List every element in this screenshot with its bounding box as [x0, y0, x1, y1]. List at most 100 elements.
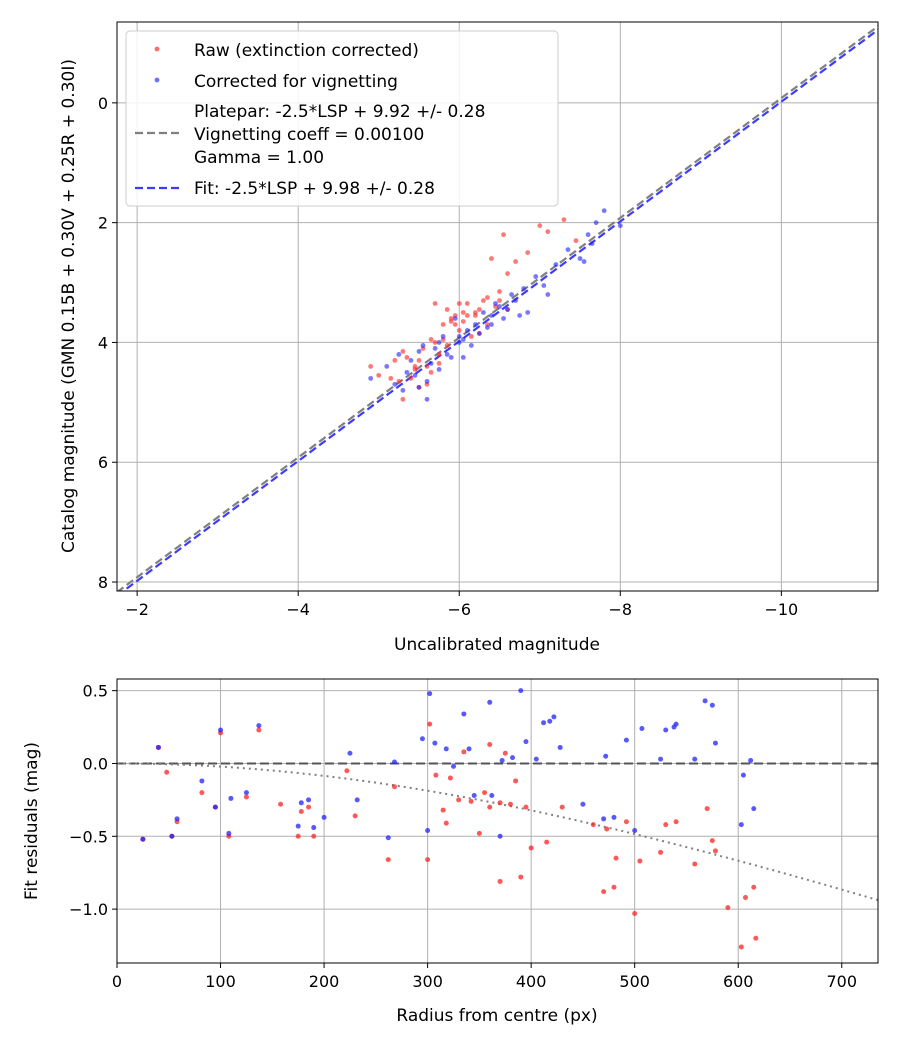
corrected-residual-point — [639, 726, 645, 732]
corrected-point — [485, 325, 490, 330]
vignetting-curve — [117, 762, 878, 902]
corrected-point — [384, 363, 390, 369]
corrected-residual-point — [601, 816, 607, 822]
corrected-point — [505, 307, 510, 312]
corrected-point — [404, 369, 410, 375]
corrected-point — [456, 340, 462, 345]
raw-residual-point — [199, 790, 205, 796]
top-legend: Raw (extinction corrected) Corrected for… — [125, 30, 559, 207]
corrected-residual-point — [295, 823, 301, 829]
corrected-residual-point — [226, 830, 232, 836]
corrected-residual-point — [391, 759, 397, 765]
corrected-point — [392, 381, 398, 387]
corrected-point — [545, 292, 551, 297]
corrected-residual-point — [580, 801, 586, 807]
corrected-point — [420, 343, 426, 348]
raw-residual-point — [311, 833, 317, 839]
corrected-point — [601, 208, 607, 214]
corrected-residual-point — [256, 723, 262, 729]
raw-residual-point — [637, 858, 643, 864]
top-fit-lines — [117, 25, 878, 591]
raw-residual-point — [507, 801, 513, 807]
corrected-residual-point — [140, 836, 146, 842]
corrected-residual-point — [712, 740, 718, 746]
corrected-point — [493, 301, 498, 306]
raw-residual-point — [456, 797, 462, 803]
corrected-residual-point — [419, 736, 425, 742]
corrected-residual-point — [321, 814, 327, 820]
raw-point — [561, 217, 567, 223]
raw-point — [485, 295, 490, 300]
raw-point — [464, 313, 470, 318]
top-x-tick-label: −10 — [764, 600, 798, 619]
raw-residual-point — [725, 905, 731, 911]
corrected-residual-point — [155, 744, 161, 750]
corrected-point — [517, 313, 523, 318]
raw-point — [525, 250, 531, 255]
raw-residual-point — [164, 769, 170, 775]
corrected-point — [513, 298, 519, 303]
raw-residual-point — [709, 838, 715, 844]
raw-point — [573, 238, 579, 244]
raw-residual-point — [692, 861, 698, 867]
corrected-point — [424, 396, 430, 402]
raw-point — [368, 363, 374, 369]
raw-residual-point — [256, 727, 262, 733]
corrected-residual-point — [541, 720, 547, 726]
raw-point — [404, 355, 410, 360]
raw-residual-point — [461, 749, 467, 755]
top-x-axis-title: Uncalibrated magnitude — [394, 635, 600, 655]
raw-point — [424, 363, 430, 369]
corrected-residual-point — [466, 746, 472, 752]
corrected-residual-point — [557, 744, 563, 750]
bottom-chart: 0 100 200 300 400 500 600 700 0.5 0.0 −0.5 −1.0 Rad… — [22, 678, 879, 1026]
top-y-tick-label: 6 — [98, 453, 108, 472]
raw-residual-point — [523, 804, 529, 810]
raw-point — [497, 298, 502, 303]
bottom-x-tick-label: 500 — [619, 972, 650, 991]
corrected-residual-point — [702, 698, 708, 704]
raw-residual-point — [704, 806, 710, 812]
corrected-point — [444, 352, 450, 357]
bottom-x-axis-title: Radius from centre (px) — [396, 1006, 597, 1026]
corrected-point — [593, 220, 599, 226]
raw-point — [392, 358, 398, 363]
corrected-point — [553, 262, 559, 267]
raw-point — [428, 337, 434, 342]
raw-point — [428, 369, 434, 375]
raw-residual-point — [344, 768, 350, 774]
raw-residual-point — [513, 778, 519, 784]
raw-point — [412, 363, 418, 369]
raw-residual-point — [497, 878, 503, 884]
raw-residual-point — [753, 935, 759, 941]
bottom-y-tick-label: −1.0 — [69, 900, 108, 919]
raw-point — [505, 271, 510, 276]
corrected-residual-point — [663, 727, 669, 733]
bottom-reference-lines — [117, 762, 878, 902]
corrected-residual-point — [306, 797, 312, 803]
top-y-tick-label: 2 — [98, 214, 108, 233]
corrected-point — [581, 259, 587, 264]
raw-residual-point — [632, 910, 638, 916]
corrected-point — [440, 334, 446, 339]
corrected-residual-point — [243, 790, 249, 796]
corrected-residual-point — [692, 756, 698, 762]
top-scatter-points — [368, 208, 623, 402]
corrected-point — [472, 322, 478, 327]
corrected-point — [460, 337, 466, 342]
corrected-point — [589, 241, 595, 247]
raw-residual-point — [278, 801, 284, 807]
raw-residual-point — [658, 849, 664, 855]
raw-residual-point — [712, 848, 718, 854]
raw-residual-point — [751, 884, 757, 890]
raw-residual-point — [391, 784, 397, 790]
corrected-point — [448, 355, 454, 360]
corrected-residual-point — [354, 797, 360, 803]
raw-point — [456, 301, 462, 306]
corrected-residual-point — [623, 737, 629, 743]
legend-label-fit: Fit: -2.5*LSP + 9.98 +/- 0.28 — [194, 179, 435, 199]
raw-point — [460, 319, 466, 324]
corrected-residual-point — [751, 806, 757, 812]
raw-point — [489, 256, 494, 261]
